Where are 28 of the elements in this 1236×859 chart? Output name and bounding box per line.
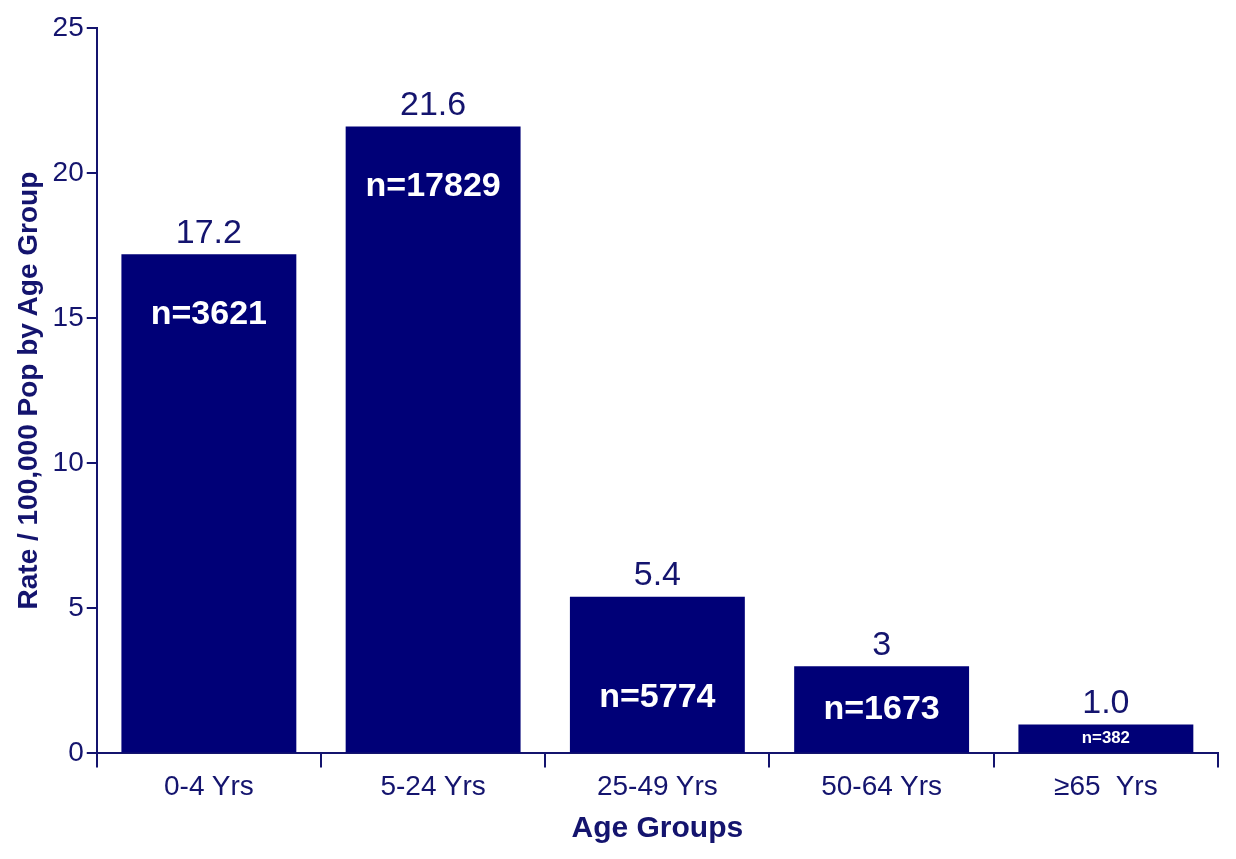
bar	[121, 254, 297, 753]
x-axis-title: Age Groups	[571, 810, 744, 844]
bar	[345, 126, 521, 753]
y-tick-label: 10	[52, 445, 84, 477]
y-tick-label: 0	[68, 736, 84, 768]
x-tick-label: 0-4 Yrs	[164, 769, 254, 801]
annotation: n=17829	[365, 164, 501, 203]
x-tick-label: 5-24 Yrs	[380, 769, 486, 801]
data-label: 5.4	[633, 554, 682, 593]
bar	[569, 596, 745, 753]
y-tick-label: 5	[68, 591, 84, 622]
data-label: 17.2	[175, 211, 242, 250]
annotation: n=3621	[150, 292, 267, 331]
bar	[794, 666, 970, 753]
data-label: 1.0	[1082, 681, 1130, 720]
y-tick-label: 20	[52, 155, 84, 187]
annotation: n=1673	[823, 687, 940, 726]
y-tick-label: 15	[52, 300, 84, 332]
data-label: 21.6	[400, 83, 467, 122]
y-tick-label: 25	[52, 10, 84, 42]
bar	[1018, 724, 1194, 753]
y-axis-title: Rate / 100,000 Pop by Age Group	[11, 171, 43, 610]
annotation: n=5774	[599, 675, 716, 714]
x-tick-label: 50-64 Yrs	[821, 769, 943, 801]
annotation: n=382	[1081, 728, 1130, 748]
data-label: 3	[872, 623, 892, 662]
x-tick-label: ≥65 Yrs	[1054, 769, 1158, 801]
x-tick-label: 25-49 Yrs	[596, 769, 718, 801]
